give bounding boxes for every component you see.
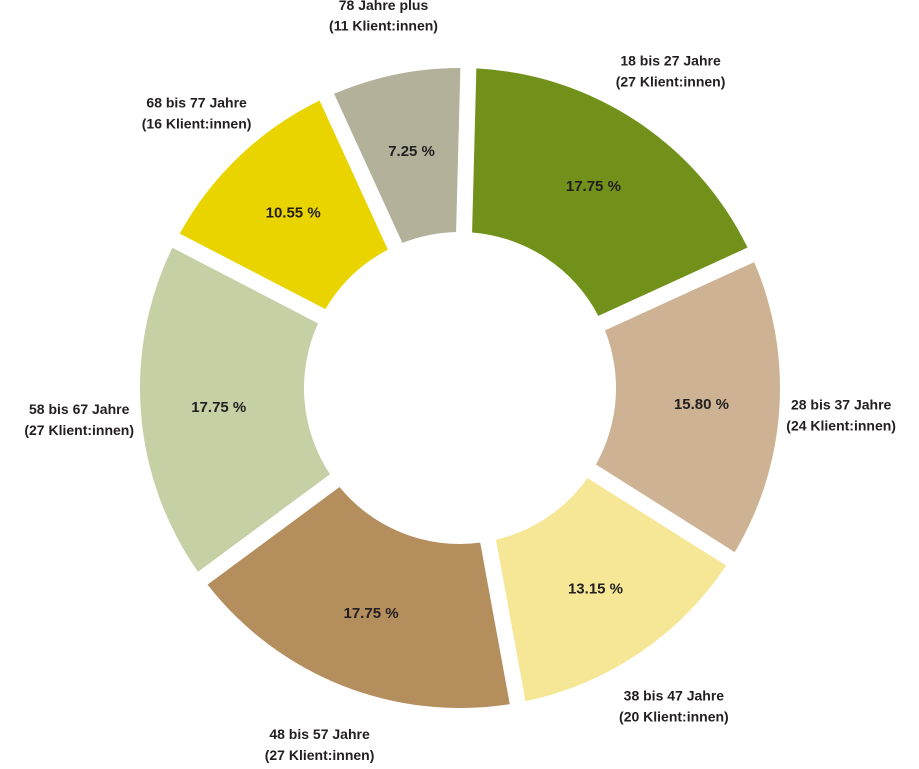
slice-category-name: 38 bis 47 Jahre: [624, 688, 725, 704]
slice-category-name: 68 bis 77 Jahre: [146, 94, 247, 110]
slice-category-count: (27 Klient:innen): [616, 73, 726, 89]
slice-category-count: (11 Klient:innen): [329, 18, 438, 34]
slice-category-label: 18 bis 27 Jahre (27 Klient:innen): [616, 52, 726, 89]
slice-percent-label: 13.15 %: [568, 581, 623, 598]
slice-percent-label: 7.25 %: [388, 143, 435, 160]
slice-category-name: 48 bis 57 Jahre: [269, 726, 370, 742]
slice-category-label: 48 bis 57 Jahre (27 Klient:innen): [265, 726, 375, 763]
slice-percent-label: 10.55 %: [266, 205, 321, 222]
donut-slice: [140, 247, 330, 572]
slice-category-label: 38 bis 47 Jahre (20 Klient:innen): [619, 688, 729, 725]
donut-slice: [495, 477, 727, 702]
donut-slice: [207, 487, 510, 708]
slice-category-count: (20 Klient:innen): [619, 709, 729, 725]
slice-category-count: (24 Klient:innen): [786, 418, 896, 434]
slice-percent-label: 15.80 %: [674, 396, 729, 413]
slice-category-name: 58 bis 67 Jahre: [29, 401, 130, 417]
slice-category-name: 28 bis 37 Jahre: [791, 397, 892, 413]
slice-category-name: 78 Jahre plus: [339, 0, 429, 13]
slice-percent-label: 17.75 %: [344, 605, 399, 622]
slice-category-label: 68 bis 77 Jahre (16 Klient:innen): [142, 94, 252, 131]
donut-slice: [595, 262, 780, 553]
slice-percent-label: 17.75 %: [191, 399, 246, 416]
slice-category-name: 18 bis 27 Jahre: [620, 52, 721, 68]
slice-category-label: 78 Jahre plus (11 Klient:innen): [329, 0, 438, 34]
slice-category-count: (27 Klient:innen): [24, 422, 134, 438]
slice-category-count: (16 Klient:innen): [142, 115, 252, 131]
donut-slice: [472, 68, 748, 316]
slice-category-label: 58 bis 67 Jahre (27 Klient:innen): [24, 401, 134, 438]
slice-category-count: (27 Klient:innen): [265, 747, 375, 763]
donut-slice: [334, 68, 461, 244]
donut-slice: [179, 100, 388, 310]
slice-category-label: 28 bis 37 Jahre (24 Klient:innen): [786, 397, 896, 434]
slice-percent-label: 17.75 %: [566, 178, 621, 195]
